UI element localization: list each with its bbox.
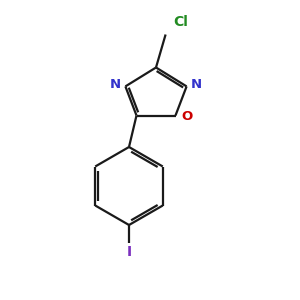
Text: I: I [126, 244, 132, 259]
Text: N: N [110, 78, 121, 92]
Text: Cl: Cl [173, 14, 188, 28]
Text: O: O [181, 110, 192, 124]
Text: N: N [191, 78, 202, 92]
